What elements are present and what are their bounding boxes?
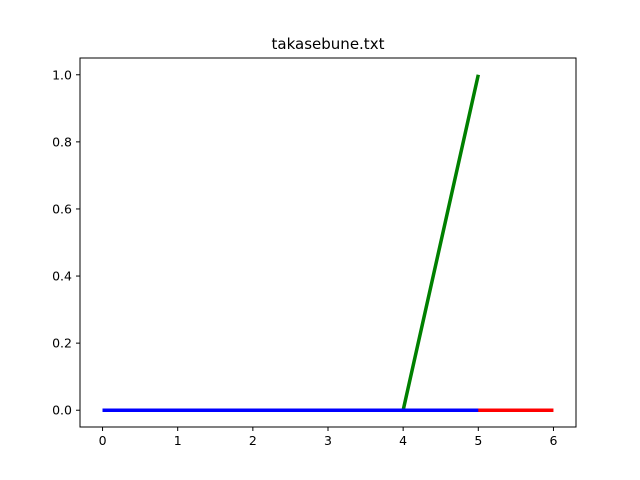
y-tick-label-0: 0.0	[52, 403, 72, 418]
plot-area: 0 1 2 3 4 5 6 0.0 0.2 0.4 0.6 0.8 1.0	[52, 57, 577, 448]
chart-title: takasebune.txt	[272, 35, 385, 53]
y-tick-label-5: 1.0	[52, 67, 72, 82]
x-tick-label-6: 6	[549, 433, 557, 448]
y-tick-label-2: 0.4	[52, 269, 72, 284]
x-tick-label-4: 4	[399, 433, 407, 448]
y-tick-label-3: 0.6	[52, 201, 72, 216]
y-tick-label-4: 0.8	[52, 134, 72, 149]
x-tick-label-3: 3	[324, 433, 332, 448]
x-tick-label-5: 5	[474, 433, 482, 448]
x-tick-label-1: 1	[174, 433, 182, 448]
x-tick-label-2: 2	[249, 433, 257, 448]
y-tick-label-1: 0.2	[52, 336, 72, 351]
x-tick-label-0: 0	[99, 433, 107, 448]
